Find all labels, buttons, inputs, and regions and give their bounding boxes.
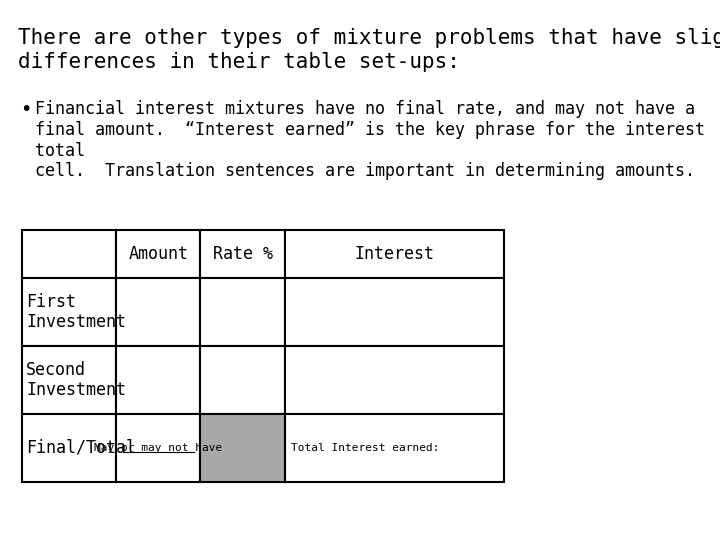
Text: Total Interest earned:: Total Interest earned:: [291, 443, 439, 453]
Text: May or may not have: May or may not have: [94, 443, 222, 453]
Text: There are other types of mixture problems that have slight: There are other types of mixture problem…: [18, 28, 720, 48]
Text: Financial interest mixtures have no final rate, and may not have a
final amount.: Financial interest mixtures have no fina…: [35, 100, 705, 180]
Text: •: •: [20, 100, 32, 119]
Bar: [22, 414, 116, 482]
Bar: [22, 346, 116, 414]
Bar: [22, 278, 116, 346]
Text: Final/Total: Final/Total: [27, 439, 136, 457]
Bar: [200, 230, 285, 278]
Bar: [116, 278, 200, 346]
Bar: [285, 230, 505, 278]
Bar: [116, 230, 200, 278]
Text: Rate %: Rate %: [212, 245, 273, 263]
Bar: [22, 230, 116, 278]
Bar: [116, 346, 200, 414]
Bar: [285, 278, 505, 346]
Text: Amount: Amount: [128, 245, 188, 263]
Text: Second
Investment: Second Investment: [27, 361, 126, 400]
Bar: [200, 346, 285, 414]
Bar: [200, 278, 285, 346]
Bar: [200, 414, 285, 482]
Bar: [285, 346, 505, 414]
Bar: [285, 414, 505, 482]
Bar: [116, 414, 200, 482]
Text: differences in their table set-ups:: differences in their table set-ups:: [18, 52, 460, 72]
Text: Interest: Interest: [355, 245, 435, 263]
Text: First
Investment: First Investment: [27, 293, 126, 332]
